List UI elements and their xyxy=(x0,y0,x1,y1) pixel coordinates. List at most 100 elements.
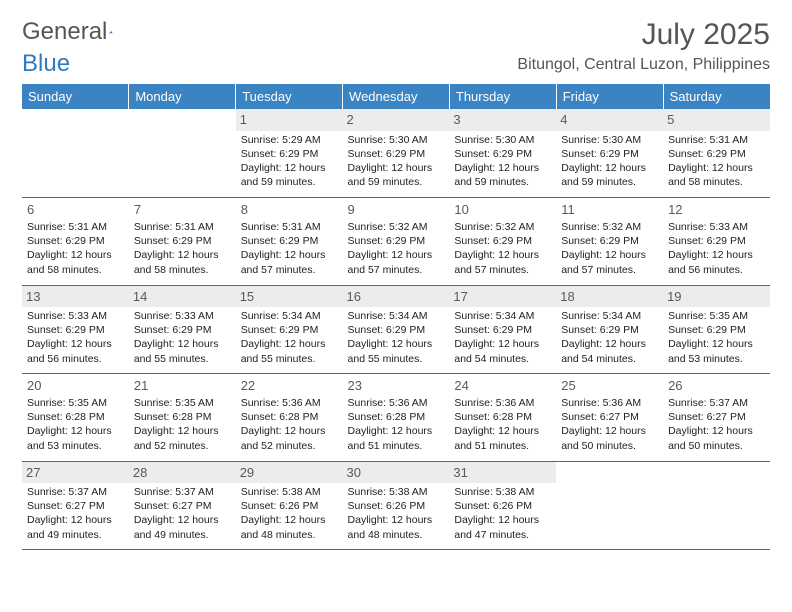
daylight-text: Daylight: 12 hours and 57 minutes. xyxy=(561,248,658,276)
sunrise-text: Sunrise: 5:31 AM xyxy=(241,220,338,234)
sunset-text: Sunset: 6:29 PM xyxy=(561,147,658,161)
location: Bitungol, Central Luzon, Philippines xyxy=(517,56,770,74)
weekday-header: Friday xyxy=(556,84,663,109)
sunrise-text: Sunrise: 5:30 AM xyxy=(348,133,445,147)
day-number: 2 xyxy=(343,109,450,131)
calendar-cell: 16Sunrise: 5:34 AMSunset: 6:29 PMDayligh… xyxy=(343,285,450,373)
day-number: 27 xyxy=(22,462,129,484)
calendar-cell: 4Sunrise: 5:30 AMSunset: 6:29 PMDaylight… xyxy=(556,109,663,197)
sunrise-text: Sunrise: 5:38 AM xyxy=(454,485,551,499)
sunrise-text: Sunrise: 5:32 AM xyxy=(348,220,445,234)
sunset-text: Sunset: 6:28 PM xyxy=(348,410,445,424)
calendar-cell xyxy=(556,461,663,549)
daylight-text: Daylight: 12 hours and 51 minutes. xyxy=(348,424,445,452)
sunrise-text: Sunrise: 5:31 AM xyxy=(668,133,765,147)
day-number: 1 xyxy=(236,109,343,131)
sunset-text: Sunset: 6:29 PM xyxy=(241,147,338,161)
daylight-text: Daylight: 12 hours and 52 minutes. xyxy=(134,424,231,452)
calendar-row: 6Sunrise: 5:31 AMSunset: 6:29 PMDaylight… xyxy=(22,197,770,285)
sunrise-text: Sunrise: 5:31 AM xyxy=(27,220,124,234)
calendar-cell: 27Sunrise: 5:37 AMSunset: 6:27 PMDayligh… xyxy=(22,461,129,549)
daylight-text: Daylight: 12 hours and 53 minutes. xyxy=(668,337,765,365)
calendar-cell: 8Sunrise: 5:31 AMSunset: 6:29 PMDaylight… xyxy=(236,197,343,285)
sunset-text: Sunset: 6:29 PM xyxy=(668,234,765,248)
day-number: 31 xyxy=(449,462,556,484)
daylight-text: Daylight: 12 hours and 59 minutes. xyxy=(241,161,338,189)
logo-triangle-icon xyxy=(109,23,113,41)
day-number: 3 xyxy=(449,109,556,131)
daylight-text: Daylight: 12 hours and 59 minutes. xyxy=(348,161,445,189)
sunset-text: Sunset: 6:26 PM xyxy=(348,499,445,513)
brand-logo: General xyxy=(22,18,133,46)
day-number: 22 xyxy=(241,377,338,395)
sunrise-text: Sunrise: 5:33 AM xyxy=(134,309,231,323)
calendar-cell: 29Sunrise: 5:38 AMSunset: 6:26 PMDayligh… xyxy=(236,461,343,549)
daylight-text: Daylight: 12 hours and 54 minutes. xyxy=(561,337,658,365)
sunset-text: Sunset: 6:29 PM xyxy=(561,323,658,337)
calendar-cell: 2Sunrise: 5:30 AMSunset: 6:29 PMDaylight… xyxy=(343,109,450,197)
daylight-text: Daylight: 12 hours and 58 minutes. xyxy=(668,161,765,189)
sunset-text: Sunset: 6:26 PM xyxy=(241,499,338,513)
weekday-header: Tuesday xyxy=(236,84,343,109)
daylight-text: Daylight: 12 hours and 56 minutes. xyxy=(668,248,765,276)
sunrise-text: Sunrise: 5:38 AM xyxy=(241,485,338,499)
daylight-text: Daylight: 12 hours and 50 minutes. xyxy=(668,424,765,452)
day-number: 18 xyxy=(556,286,663,308)
calendar-cell: 20Sunrise: 5:35 AMSunset: 6:28 PMDayligh… xyxy=(22,373,129,461)
calendar-cell: 11Sunrise: 5:32 AMSunset: 6:29 PMDayligh… xyxy=(556,197,663,285)
calendar-cell: 14Sunrise: 5:33 AMSunset: 6:29 PMDayligh… xyxy=(129,285,236,373)
sunset-text: Sunset: 6:29 PM xyxy=(241,323,338,337)
sunset-text: Sunset: 6:28 PM xyxy=(241,410,338,424)
sunset-text: Sunset: 6:29 PM xyxy=(454,147,551,161)
calendar-cell: 21Sunrise: 5:35 AMSunset: 6:28 PMDayligh… xyxy=(129,373,236,461)
calendar-row: 27Sunrise: 5:37 AMSunset: 6:27 PMDayligh… xyxy=(22,461,770,549)
calendar-cell: 25Sunrise: 5:36 AMSunset: 6:27 PMDayligh… xyxy=(556,373,663,461)
daylight-text: Daylight: 12 hours and 57 minutes. xyxy=(348,248,445,276)
day-number: 28 xyxy=(129,462,236,484)
daylight-text: Daylight: 12 hours and 57 minutes. xyxy=(454,248,551,276)
weekday-header: Wednesday xyxy=(343,84,450,109)
day-number: 24 xyxy=(454,377,551,395)
calendar-cell xyxy=(663,461,770,549)
daylight-text: Daylight: 12 hours and 53 minutes. xyxy=(27,424,124,452)
calendar-cell xyxy=(129,109,236,197)
calendar-row: 13Sunrise: 5:33 AMSunset: 6:29 PMDayligh… xyxy=(22,285,770,373)
weekday-header: Sunday xyxy=(22,84,129,109)
brand-general: General xyxy=(22,18,107,46)
calendar-table: Sunday Monday Tuesday Wednesday Thursday… xyxy=(22,84,770,550)
sunrise-text: Sunrise: 5:37 AM xyxy=(27,485,124,499)
day-number: 14 xyxy=(129,286,236,308)
day-number: 16 xyxy=(343,286,450,308)
sunrise-text: Sunrise: 5:33 AM xyxy=(668,220,765,234)
sunrise-text: Sunrise: 5:29 AM xyxy=(241,133,338,147)
sunset-text: Sunset: 6:27 PM xyxy=(561,410,658,424)
calendar-cell: 22Sunrise: 5:36 AMSunset: 6:28 PMDayligh… xyxy=(236,373,343,461)
sunrise-text: Sunrise: 5:34 AM xyxy=(561,309,658,323)
sunset-text: Sunset: 6:29 PM xyxy=(348,234,445,248)
sunrise-text: Sunrise: 5:36 AM xyxy=(348,396,445,410)
sunset-text: Sunset: 6:26 PM xyxy=(454,499,551,513)
calendar-cell: 13Sunrise: 5:33 AMSunset: 6:29 PMDayligh… xyxy=(22,285,129,373)
sunset-text: Sunset: 6:29 PM xyxy=(561,234,658,248)
sunrise-text: Sunrise: 5:33 AM xyxy=(27,309,124,323)
day-number: 21 xyxy=(134,377,231,395)
calendar-cell: 19Sunrise: 5:35 AMSunset: 6:29 PMDayligh… xyxy=(663,285,770,373)
sunrise-text: Sunrise: 5:36 AM xyxy=(454,396,551,410)
calendar-cell: 15Sunrise: 5:34 AMSunset: 6:29 PMDayligh… xyxy=(236,285,343,373)
sunrise-text: Sunrise: 5:35 AM xyxy=(668,309,765,323)
calendar-cell: 1 Sunrise: 5:29 AMSunset: 6:29 PMDaylight… xyxy=(236,109,343,197)
daylight-text: Daylight: 12 hours and 49 minutes. xyxy=(134,513,231,541)
daylight-text: Daylight: 12 hours and 47 minutes. xyxy=(454,513,551,541)
daylight-text: Daylight: 12 hours and 51 minutes. xyxy=(454,424,551,452)
day-number: 29 xyxy=(236,462,343,484)
calendar-row: 1Sunrise: 5:29 AMSunset: 6:29 PMDaylight… xyxy=(22,109,770,197)
day-number: 17 xyxy=(449,286,556,308)
calendar-row: 20Sunrise: 5:35 AMSunset: 6:28 PMDayligh… xyxy=(22,373,770,461)
day-number: 9 xyxy=(348,201,445,219)
calendar-cell: 31Sunrise: 5:38 AMSunset: 6:26 PMDayligh… xyxy=(449,461,556,549)
month-title: July 2025 xyxy=(517,18,770,52)
daylight-text: Daylight: 12 hours and 59 minutes. xyxy=(561,161,658,189)
daylight-text: Daylight: 12 hours and 59 minutes. xyxy=(454,161,551,189)
daylight-text: Daylight: 12 hours and 57 minutes. xyxy=(241,248,338,276)
sunset-text: Sunset: 6:28 PM xyxy=(27,410,124,424)
